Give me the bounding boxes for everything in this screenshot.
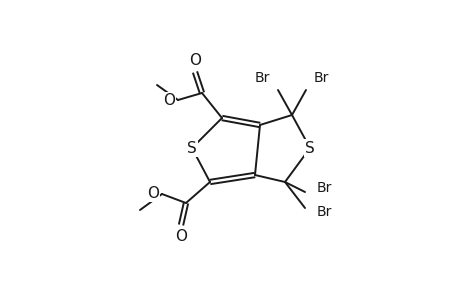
Text: Br: Br — [316, 181, 332, 195]
Text: O: O — [189, 53, 201, 68]
Text: Br: Br — [313, 71, 329, 85]
Text: O: O — [162, 92, 174, 107]
Text: Br: Br — [316, 205, 332, 219]
Text: Br: Br — [254, 71, 269, 85]
Text: S: S — [304, 140, 314, 155]
Text: O: O — [147, 187, 159, 202]
Text: O: O — [174, 229, 187, 244]
Text: S: S — [187, 140, 196, 155]
